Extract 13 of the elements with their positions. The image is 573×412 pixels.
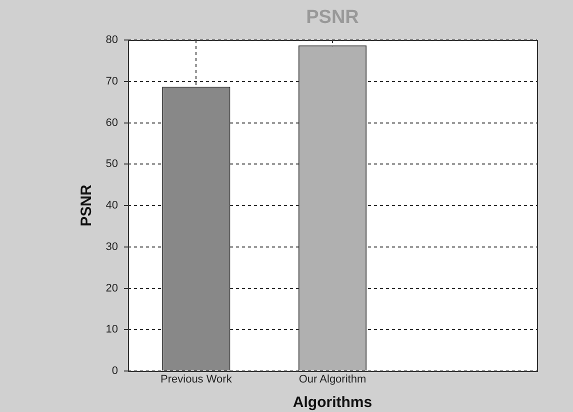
x-tick-label: Previous Work <box>160 374 232 386</box>
x-tick-label: Our Algorithm <box>298 374 366 386</box>
y-tick-label: 20 <box>106 282 118 294</box>
y-tick-label: 50 <box>106 158 118 170</box>
y-tick-label: 0 <box>112 365 118 378</box>
y-tick-label: 40 <box>106 200 118 212</box>
y-tick-label: 10 <box>106 324 118 336</box>
y-tick-label: 70 <box>106 75 118 88</box>
y-tick-label: 60 <box>106 116 118 129</box>
y-tick-label: 80 <box>106 34 118 46</box>
y-tick-label: 30 <box>106 240 118 253</box>
x-axis-title: Algorithms <box>292 394 372 412</box>
y-axis-title: PSNR <box>78 184 96 226</box>
